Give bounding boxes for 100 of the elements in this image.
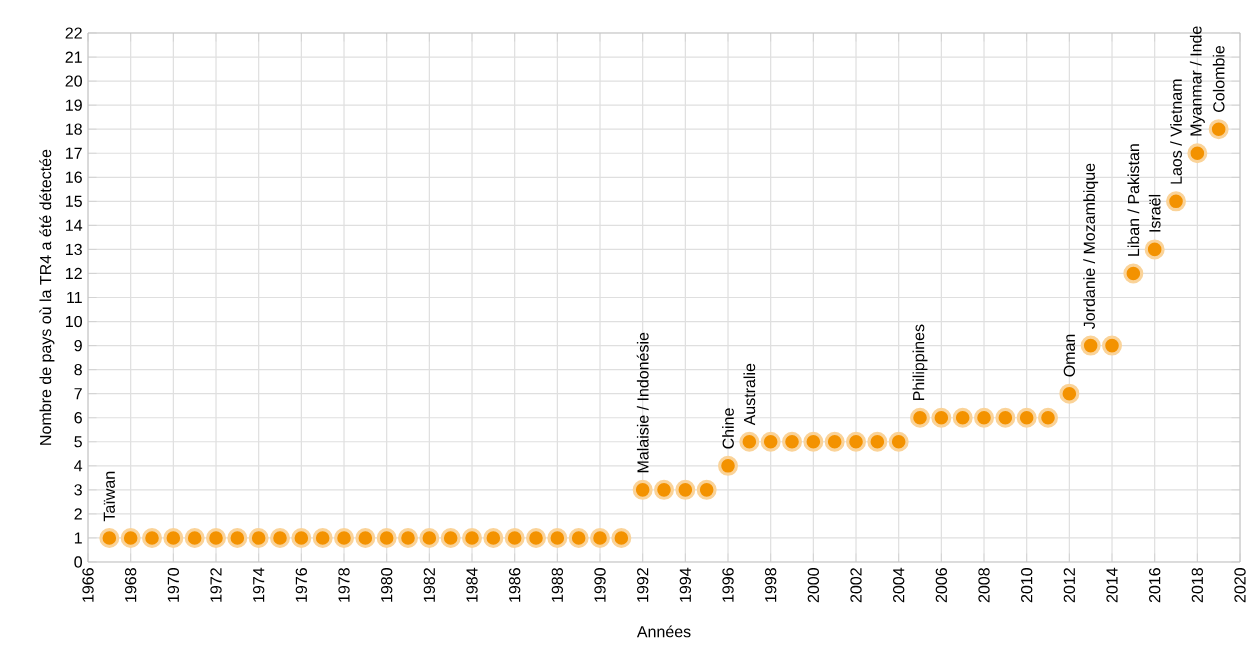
y-tick-label: 20 <box>65 75 82 87</box>
x-tick-label: 1976 <box>295 568 307 602</box>
point <box>1144 239 1165 260</box>
y-tick-label: 3 <box>74 484 82 496</box>
x-tick-label: 1966 <box>82 568 94 602</box>
y-tick-label: 12 <box>66 267 82 280</box>
point <box>99 527 120 548</box>
y-tick-label: 5 <box>74 436 82 448</box>
point <box>398 527 419 548</box>
x-tick-label: 2016 <box>1149 568 1161 603</box>
annotation: Laos / Vietnam <box>1170 79 1182 184</box>
x-tick-label: 2014 <box>1106 567 1118 603</box>
x-tick-label: 2008 <box>978 568 990 603</box>
x-tick-label: 1972 <box>210 568 222 602</box>
x-tick-label: 2020 <box>1234 568 1246 603</box>
y-tick-label: 16 <box>66 171 82 183</box>
x-axis-title: Années <box>636 625 691 638</box>
x-tick-label: 2018 <box>1191 568 1204 603</box>
point <box>782 431 803 452</box>
y-tick-label: 11 <box>67 291 82 303</box>
annotation: Colombie <box>1212 45 1225 112</box>
point <box>846 431 867 452</box>
annotation: Chine <box>722 408 734 449</box>
x-tick-label: 1974 <box>253 567 265 602</box>
point <box>334 527 354 548</box>
point <box>355 527 376 548</box>
y-tick-label: 18 <box>66 123 82 135</box>
point <box>910 407 931 428</box>
point <box>952 407 973 428</box>
point <box>632 479 653 500</box>
point <box>483 527 504 548</box>
annotation: Israël <box>1148 194 1161 232</box>
x-tick-label: 1986 <box>509 568 521 602</box>
point <box>142 527 163 548</box>
y-tick-label: 2 <box>74 508 82 520</box>
x-tick-label: 1982 <box>423 568 435 602</box>
point <box>419 527 440 548</box>
x-tick-label: 1996 <box>722 568 734 602</box>
point <box>1059 383 1080 404</box>
point <box>1016 407 1037 428</box>
x-tick-label: 2010 <box>1021 568 1033 603</box>
point <box>462 527 483 548</box>
x-tick-label: 2012 <box>1063 568 1076 603</box>
x-tick-label: 1992 <box>637 568 649 602</box>
x-tick-label: 1968 <box>125 568 137 602</box>
y-tick-label: 14 <box>66 219 83 231</box>
point <box>270 527 291 548</box>
y-tick-label: 6 <box>74 412 82 424</box>
y-tick-label: 9 <box>74 339 82 352</box>
point <box>675 479 696 500</box>
point <box>760 431 781 452</box>
annotation: Philippines <box>912 324 928 401</box>
annotation: Malaisie / Indonésie <box>636 332 649 473</box>
y-tick-label: 1 <box>74 532 82 544</box>
annotation: Australie <box>743 363 756 426</box>
y-tick-label: 15 <box>66 195 82 207</box>
point <box>1080 335 1101 356</box>
point <box>312 527 333 548</box>
point <box>227 527 248 548</box>
annotation: Jordanie / Mozambique <box>1083 163 1099 329</box>
x-tick-label: 2002 <box>850 568 862 603</box>
point <box>526 527 547 548</box>
point <box>376 527 397 548</box>
point <box>1123 263 1144 284</box>
point <box>1166 191 1187 212</box>
y-axis-title: Nombre de pays où la TR4 a été détectée <box>39 149 55 445</box>
point <box>590 527 611 548</box>
point <box>654 479 675 500</box>
x-tick-label: 1978 <box>338 568 350 602</box>
annotation: Myanmar / Inde <box>1189 26 1205 136</box>
y-tick-label: 13 <box>66 243 82 256</box>
point <box>504 527 525 548</box>
x-tick-label: 1970 <box>167 568 179 602</box>
y-tick-label: 22 <box>65 27 82 39</box>
point <box>611 527 632 548</box>
point <box>184 527 205 548</box>
y-tick-label: 7 <box>74 388 82 400</box>
point <box>163 527 184 548</box>
point <box>739 431 760 452</box>
y-tick-label: 8 <box>74 363 82 376</box>
point <box>248 527 269 548</box>
point <box>995 407 1016 428</box>
point <box>718 455 739 476</box>
y-tick-label: 19 <box>66 99 82 111</box>
point <box>867 431 888 452</box>
point <box>974 407 995 428</box>
point <box>1102 335 1123 356</box>
x-tick-label: 1980 <box>381 568 393 602</box>
x-tick-label: 1988 <box>551 568 564 602</box>
point <box>888 431 909 452</box>
point <box>696 479 717 500</box>
y-tick-label: 21 <box>65 51 82 63</box>
point <box>1038 407 1059 428</box>
x-tick-label: 2006 <box>935 568 948 603</box>
point <box>931 407 952 428</box>
point <box>803 431 824 452</box>
x-tick-label: 1990 <box>594 568 606 602</box>
x-tick-label: 2004 <box>893 567 905 603</box>
point <box>120 527 141 548</box>
y-tick-label: 0 <box>74 556 82 568</box>
